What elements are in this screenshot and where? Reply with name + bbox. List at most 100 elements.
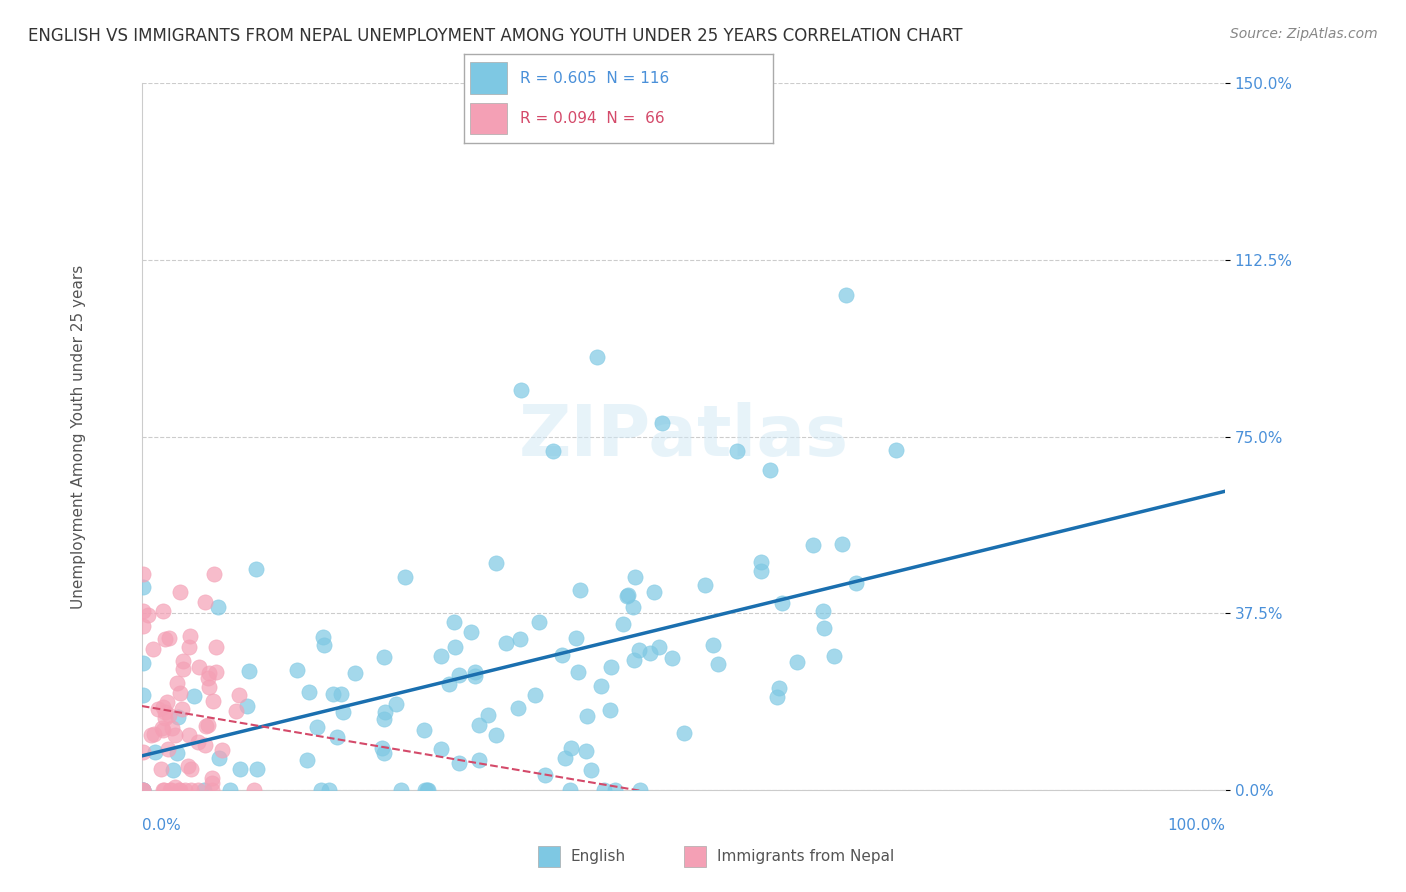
Point: [157, 708, 180, 723]
Point: [152, 604, 174, 618]
Point: [464, 669, 486, 683]
Point: [183, 689, 205, 703]
Point: [152, 783, 174, 797]
Point: [139, 727, 162, 741]
Point: [430, 741, 453, 756]
Point: [132, 745, 155, 759]
Point: [509, 632, 531, 646]
Point: [558, 783, 581, 797]
Point: [591, 679, 613, 693]
Text: R = 0.605  N = 116: R = 0.605 N = 116: [520, 71, 669, 86]
Point: [180, 783, 202, 797]
Point: [394, 570, 416, 584]
Point: [835, 288, 858, 302]
Point: [749, 555, 772, 569]
Point: [307, 720, 329, 734]
Point: [194, 719, 217, 733]
Point: [194, 738, 217, 752]
Point: [193, 783, 215, 797]
Point: [373, 746, 395, 760]
Point: [132, 783, 155, 797]
Point: [749, 565, 772, 579]
Point: [550, 648, 572, 662]
Point: [197, 718, 219, 732]
Point: [309, 783, 332, 797]
Point: [204, 665, 226, 680]
Point: [449, 667, 471, 681]
Point: [628, 783, 651, 797]
Point: [330, 687, 353, 701]
Y-axis label: Unemployment Among Youth under 25 years: Unemployment Among Youth under 25 years: [72, 265, 86, 609]
Point: [166, 746, 188, 760]
Point: [208, 751, 231, 765]
Point: [177, 759, 200, 773]
Point: [285, 663, 308, 677]
Point: [623, 652, 645, 666]
Point: [179, 629, 201, 643]
Point: [202, 566, 225, 581]
Point: [201, 771, 224, 785]
Point: [413, 783, 436, 797]
Point: [845, 576, 868, 591]
Point: [132, 566, 155, 581]
Point: [884, 442, 907, 457]
Point: [695, 578, 717, 592]
Point: [831, 537, 853, 551]
Point: [180, 762, 202, 776]
Point: [477, 708, 499, 723]
Point: [167, 710, 190, 724]
Point: [295, 753, 318, 767]
Point: [575, 744, 598, 758]
Point: [157, 631, 180, 645]
Point: [205, 640, 228, 655]
Point: [246, 762, 269, 776]
Point: [160, 783, 183, 797]
Point: [534, 768, 557, 782]
Point: [132, 580, 155, 594]
Point: [225, 704, 247, 718]
Point: [621, 599, 644, 614]
Point: [467, 718, 489, 732]
Point: [464, 665, 486, 679]
Point: [508, 701, 530, 715]
Point: [165, 728, 187, 742]
Point: [143, 727, 166, 741]
Point: [786, 655, 808, 669]
Point: [326, 730, 349, 744]
Point: [187, 734, 209, 748]
Point: [628, 643, 651, 657]
Point: [314, 639, 336, 653]
Point: [152, 699, 174, 714]
Point: [412, 723, 434, 737]
Point: [575, 709, 598, 723]
Point: [579, 764, 602, 778]
Bar: [685, 846, 706, 867]
Point: [702, 638, 724, 652]
Bar: [470, 62, 508, 94]
Point: [823, 648, 845, 663]
Point: [443, 640, 465, 654]
Point: [245, 562, 267, 576]
Bar: [538, 846, 560, 867]
Text: 100.0%: 100.0%: [1167, 818, 1225, 833]
Point: [136, 607, 159, 622]
Text: ENGLISH VS IMMIGRANTS FROM NEPAL UNEMPLOYMENT AMONG YOUTH UNDER 25 YEARS CORRELA: ENGLISH VS IMMIGRANTS FROM NEPAL UNEMPLO…: [28, 27, 963, 45]
Point: [228, 688, 250, 702]
Point: [768, 681, 790, 695]
Point: [150, 762, 173, 776]
Point: [297, 685, 319, 699]
Point: [132, 783, 155, 797]
Point: [201, 783, 224, 797]
Point: [238, 665, 260, 679]
Point: [727, 443, 749, 458]
Point: [343, 665, 366, 680]
Point: [165, 780, 187, 794]
Point: [460, 624, 482, 639]
Point: [565, 631, 588, 645]
Point: [155, 632, 177, 646]
Point: [485, 728, 508, 742]
Point: [416, 783, 439, 797]
Point: [322, 687, 344, 701]
Point: [172, 663, 194, 677]
Point: [132, 604, 155, 618]
